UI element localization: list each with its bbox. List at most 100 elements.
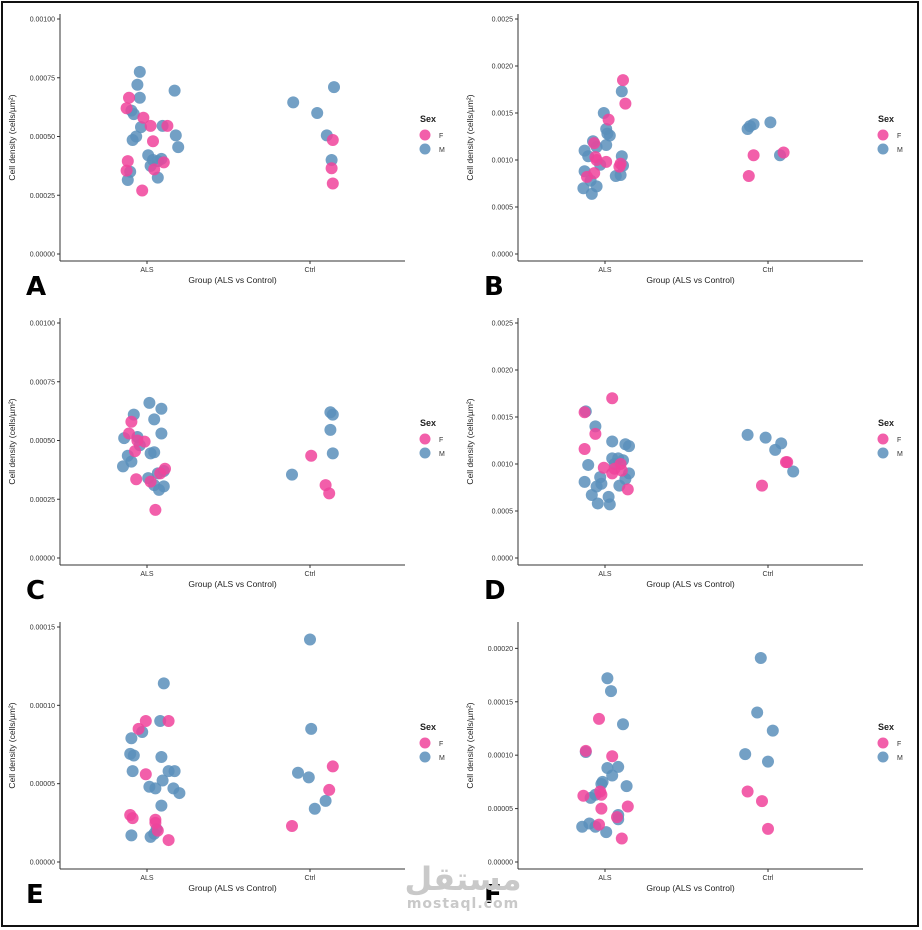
data-point-m (305, 722, 318, 735)
data-point-f (781, 456, 794, 469)
y-tick-label: 0.0025 (492, 321, 514, 328)
data-point-m (149, 782, 162, 795)
data-point-f (577, 789, 590, 802)
data-point-f (615, 464, 628, 477)
y-tick-label: 0.0010 (492, 158, 514, 165)
legend-label-f: F (897, 437, 901, 444)
data-point-f (741, 785, 754, 798)
legend-key-f (419, 433, 431, 445)
data-point-f (597, 461, 610, 474)
x-axis-title: Group (ALS vs Control) (188, 883, 277, 893)
y-tick-label: 0.00025 (30, 193, 55, 200)
data-point-f (129, 445, 141, 458)
data-point-m (117, 460, 129, 473)
data-point-f (613, 160, 626, 173)
panel-B: 0.0000 0.0005 0.0010 0.0015 0.0020 0.0025 ALS C… (462, 4, 917, 306)
y-axis-title: Cell density (cells/µm²) (7, 398, 17, 484)
data-point-f (747, 149, 760, 162)
panel-letter-b: B (484, 272, 504, 302)
data-point-f (762, 822, 774, 835)
y-tick-label: 0.0020 (492, 368, 514, 375)
data-point-f (593, 712, 605, 725)
y-tick-label: 0.00015 (488, 699, 513, 706)
panel-letter-f: F (484, 880, 502, 910)
data-point-f (161, 119, 174, 132)
data-point-f (602, 113, 615, 126)
data-point-f (130, 473, 143, 486)
data-point-f (139, 715, 152, 727)
data-point-m (172, 141, 185, 154)
data-point-f (144, 475, 157, 488)
legend-title: Sex (420, 418, 436, 428)
data-point-f (326, 134, 339, 147)
panel-letter-d: D (484, 576, 506, 606)
data-point-m (603, 498, 616, 511)
data-point-f (590, 154, 603, 166)
data-point-m (154, 715, 167, 727)
data-point-m (326, 447, 339, 460)
data-point-m (156, 774, 169, 787)
legend-key-m (419, 447, 431, 459)
y-tick-label: 0.00050 (30, 438, 55, 445)
data-point-m (319, 794, 332, 807)
data-point-f (588, 137, 601, 150)
y-tick-label: 0.00050 (30, 134, 55, 141)
data-point-m (605, 685, 617, 698)
data-point-f (600, 155, 613, 168)
data-point-f (123, 427, 135, 440)
data-point-m (751, 706, 764, 719)
panel-letter-c: C (26, 576, 46, 606)
y-axis-title: Cell density (cells/µm²) (7, 702, 17, 788)
x-axis-title: Group (ALS vs Control) (646, 275, 735, 285)
watermark-latin: mostaql.com (406, 896, 520, 912)
y-tick-label: 0.0000 (492, 252, 514, 259)
data-point-m (762, 755, 774, 768)
data-point-f (144, 119, 157, 132)
data-point-m (612, 760, 625, 773)
data-point-m (326, 408, 339, 421)
y-tick-label: 0.0015 (492, 111, 514, 118)
data-point-f (615, 832, 628, 845)
data-point-f (132, 722, 145, 735)
data-point-m (766, 724, 779, 737)
data-point-f (120, 164, 133, 177)
legend-key-m (877, 751, 889, 763)
data-point-f (326, 177, 339, 190)
x-tick-label: Ctrl (305, 267, 316, 274)
data-point-f (581, 170, 593, 183)
panel-C: 0.00000 0.00025 0.00050 0.00075 0.00100 ALS Ct… (4, 308, 459, 610)
y-axis-title: Cell density (cells/µm²) (465, 94, 475, 180)
data-point-f (742, 169, 755, 182)
watermark-arabic: مستقل (404, 860, 522, 898)
y-tick-label: 0.00010 (30, 703, 55, 710)
data-point-f (125, 415, 138, 428)
data-point-m (126, 134, 139, 147)
data-point-f (305, 449, 318, 462)
x-tick-label: ALS (140, 571, 154, 578)
panel-D: 0.0000 0.0005 0.0010 0.0015 0.0020 0.0025 ALS C… (462, 308, 917, 610)
panel-A: 0.00000 0.00025 0.00050 0.00075 0.00100 ALS Ct… (4, 4, 459, 306)
y-tick-label: 0.00025 (30, 497, 55, 504)
data-point-m (148, 413, 161, 426)
x-tick-label: ALS (140, 875, 154, 882)
data-point-f (126, 812, 139, 825)
data-point-f (120, 102, 133, 115)
data-point-m (302, 771, 315, 784)
x-tick-label: ALS (140, 267, 154, 274)
data-point-m (169, 129, 182, 142)
data-point-f (621, 483, 634, 496)
legend-title: Sex (420, 114, 436, 124)
x-tick-label: ALS (598, 571, 612, 578)
data-point-f (606, 392, 619, 405)
data-point-m (615, 85, 628, 98)
data-point-m (143, 396, 156, 409)
data-point-m (155, 427, 168, 440)
data-point-f (136, 184, 149, 197)
data-point-m (741, 428, 754, 441)
x-tick-label: Ctrl (763, 875, 774, 882)
data-point-m (328, 81, 340, 94)
data-point-f (147, 135, 159, 148)
y-tick-label: 0.00010 (488, 753, 513, 760)
data-point-m (131, 78, 144, 91)
y-tick-label: 0.00075 (30, 379, 55, 386)
